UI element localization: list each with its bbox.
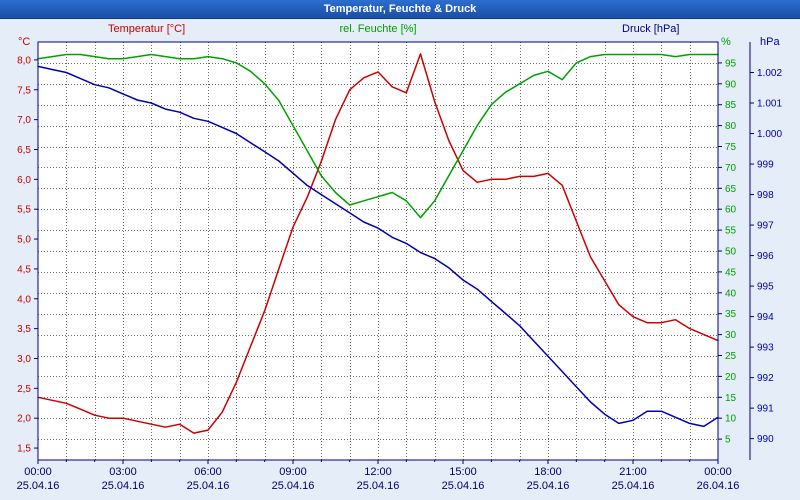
humidity-tick-label: 80 [725,121,737,132]
unit-hpa-label: hPa [760,36,780,48]
x-date-label: 25.04.16 [612,480,655,492]
pressure-tick-label: 993 [757,343,774,354]
humidity-tick-label: 70 [725,163,737,174]
humidity-tick-label: 10 [725,414,737,425]
x-time-label: 00:00 [704,466,732,478]
temp-tick-label: 3,5 [17,324,31,335]
temp-tick-label: 5,5 [17,205,31,216]
legend-pressure: Druck [hPa] [622,23,680,35]
humidity-tick-label: 50 [725,247,737,258]
x-time-label: 06:00 [194,466,222,478]
temp-tick-label: 6,5 [17,145,31,156]
humidity-tick-label: 25 [725,351,737,362]
x-time-label: 18:00 [534,466,562,478]
temp-tick-label: 2,0 [17,414,31,425]
pressure-tick-label: 994 [757,312,774,323]
humidity-tick-label: 15 [725,393,737,404]
pressure-series-line [37,65,719,428]
temp-tick-label: 7,0 [17,115,31,126]
pressure-tick-label: 1.002 [757,68,782,79]
x-date-label: 25.04.16 [17,480,60,492]
humidity-series-line [37,53,719,219]
pressure-tick-label: 992 [757,373,774,384]
temp-tick-label: 8,0 [17,55,31,66]
temp-tick-label: 6,0 [17,175,31,186]
humidity-tick-label: 55 [725,226,737,237]
x-time-label: 03:00 [109,466,137,478]
series [37,53,719,434]
temp-tick-label: 7,5 [17,85,31,96]
pressure-tick-label: 1.000 [757,129,782,140]
humidity-tick-label: 30 [725,330,737,341]
humidity-tick-label: 60 [725,205,737,216]
humidity-tick-label: 65 [725,184,737,195]
unit-celsius-label: °C [18,36,31,48]
pressure-tick-label: 998 [757,190,774,201]
temperature-series-line [37,53,719,434]
x-time-label: 09:00 [279,466,307,478]
x-date-label: 25.04.16 [442,480,485,492]
pressure-tick-label: 1.001 [757,99,782,110]
temp-tick-label: 4,0 [17,294,31,305]
humidity-tick-label: 75 [725,142,737,153]
title-bar: Temperatur, Feuchte & Druck [0,0,800,19]
x-time-label: 21:00 [619,466,647,478]
humidity-tick-label: 90 [725,79,737,90]
temp-tick-label: 3,0 [17,354,31,365]
legend-humidity: rel. Feuchte [%] [339,23,417,35]
x-time-label: 00:00 [24,466,52,478]
pressure-tick-label: 990 [757,434,774,445]
humidity-tick-label: 35 [725,309,737,320]
x-time-label: 15:00 [449,466,477,478]
pressure-tick-label: 999 [757,160,774,171]
humidity-tick-label: 5 [725,435,731,446]
pressure-tick-label: 997 [757,221,774,232]
humidity-tick-label: 45 [725,267,737,278]
temp-tick-label: 4,5 [17,264,31,275]
humidity-tick-label: 40 [725,288,737,299]
x-date-label: 25.04.16 [357,480,400,492]
humidity-tick-label: 95 [725,58,737,69]
x-date-label: 26.04.16 [697,480,740,492]
x-date-label: 25.04.16 [102,480,145,492]
x-time-label: 12:00 [364,466,392,478]
window-title: Temperatur, Feuchte & Druck [323,3,477,15]
humidity-tick-label: 20 [725,372,737,383]
axes: 8,0 7,5 7,0 6,5 6,0 5,5 5,0 4,5 4,0 3,5 3,0 2,5 2,0 1… [17,41,782,492]
temp-tick-label: 5,0 [17,235,31,246]
x-date-label: 25.04.16 [272,480,315,492]
pressure-tick-label: 996 [757,251,774,262]
x-date-label: 25.04.16 [527,480,570,492]
legend-temperature: Temperatur [°C] [108,23,186,35]
pressure-tick-label: 995 [757,282,774,293]
temp-tick-label: 1,5 [17,444,31,455]
unit-percent-label: % [721,36,731,48]
x-date-label: 25.04.16 [187,480,230,492]
humidity-tick-label: 85 [725,100,737,111]
gridlines [38,42,718,460]
pressure-tick-label: 991 [757,404,774,415]
temp-tick-label: 2,5 [17,384,31,395]
